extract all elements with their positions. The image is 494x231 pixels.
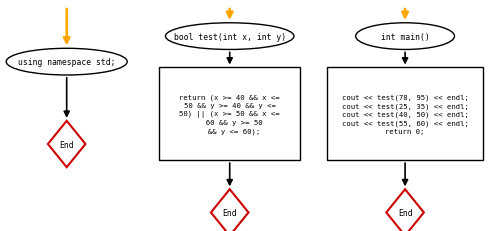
Polygon shape <box>48 121 85 167</box>
Ellipse shape <box>6 49 127 76</box>
Text: int main(): int main() <box>381 33 429 41</box>
Text: cout << test(78, 95) << endl;
cout << test(25, 35) << endl;
cout << test(40, 50): cout << test(78, 95) << endl; cout << te… <box>342 94 468 134</box>
Text: bool test(int x, int y): bool test(int x, int y) <box>174 33 286 41</box>
FancyBboxPatch shape <box>159 68 300 161</box>
Text: End: End <box>59 140 74 149</box>
Ellipse shape <box>356 24 454 50</box>
Text: return (x >= 40 && x <=
50 && y >= 40 && y <=
50) || (x >= 50 && x <=
  60 && y : return (x >= 40 && x <= 50 && y >= 40 &&… <box>179 94 280 134</box>
Polygon shape <box>211 189 248 231</box>
Text: End: End <box>398 208 412 217</box>
Text: using namespace std;: using namespace std; <box>18 58 116 67</box>
Polygon shape <box>386 189 424 231</box>
FancyBboxPatch shape <box>327 68 483 161</box>
Ellipse shape <box>165 24 294 50</box>
Text: End: End <box>222 208 237 217</box>
